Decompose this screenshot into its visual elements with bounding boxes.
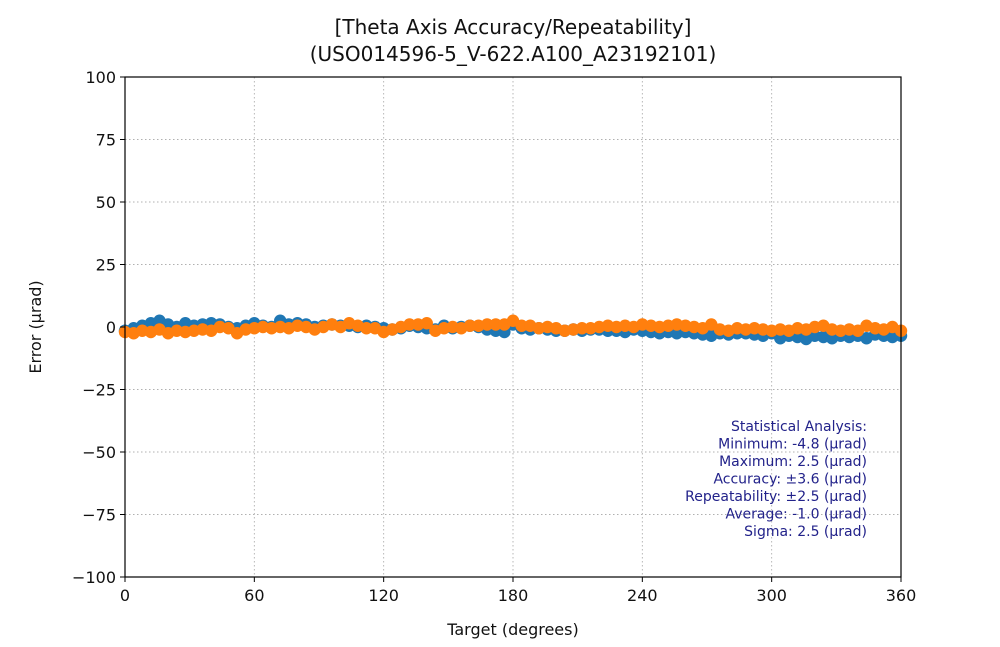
data-point xyxy=(480,318,494,331)
statistics-line: Repeatability: ±2.5 (µrad) xyxy=(685,489,867,505)
y-tick-label: 100 xyxy=(85,68,116,87)
data-point xyxy=(575,322,589,335)
statistics-annotation: Statistical Analysis: Minimum: -4.8 (µrad… xyxy=(685,419,867,540)
y-axis-label: Error (µrad) xyxy=(26,280,45,373)
data-point xyxy=(403,318,416,331)
data-point xyxy=(420,317,433,330)
y-tick-label: −100 xyxy=(72,568,116,587)
chart-subtitle: (USO014596-5_V-622.A100_A23192101) xyxy=(310,42,717,66)
data-point xyxy=(463,319,477,332)
series-2 xyxy=(118,314,908,340)
data-point xyxy=(515,319,528,332)
y-tick-label: 25 xyxy=(96,256,116,275)
x-tick-label: 300 xyxy=(756,586,787,605)
x-tick-label: 180 xyxy=(498,586,529,605)
x-tick-label: 0 xyxy=(120,586,130,605)
data-point xyxy=(360,322,373,335)
x-tick-label: 60 xyxy=(244,586,264,605)
statistics-line: Accuracy: ±3.6 (µrad) xyxy=(713,472,867,488)
statistics-line: Sigma: 2.5 (µrad) xyxy=(744,524,867,540)
series-layer xyxy=(118,314,908,346)
data-point xyxy=(489,318,502,331)
statistics-line: Maximum: 2.5 (µrad) xyxy=(719,454,867,470)
y-tick-label: 50 xyxy=(96,193,116,212)
y-tick-label: 75 xyxy=(96,131,116,150)
y-tick-label: −75 xyxy=(82,506,116,525)
statistics-line: Minimum: -4.8 (µrad) xyxy=(718,437,867,453)
x-tick-label: 120 xyxy=(368,586,399,605)
statistics-line: Average: -1.0 (µrad) xyxy=(726,507,867,523)
y-tick-label: 0 xyxy=(106,318,116,337)
y-tick-label: −25 xyxy=(82,381,116,400)
statistics-line: Statistical Analysis: xyxy=(731,419,867,435)
x-axis-label: Target (degrees) xyxy=(446,620,578,639)
y-tick-label: −50 xyxy=(82,443,116,462)
chart-title: [Theta Axis Accuracy/Repeatability] xyxy=(335,15,692,39)
x-tick-label: 360 xyxy=(886,586,917,605)
x-tick-label: 240 xyxy=(627,586,658,605)
ticks: 0 60 120 180 240 300 360 100 75 50 25 0 −25 −50 −75 −10… xyxy=(72,68,916,605)
